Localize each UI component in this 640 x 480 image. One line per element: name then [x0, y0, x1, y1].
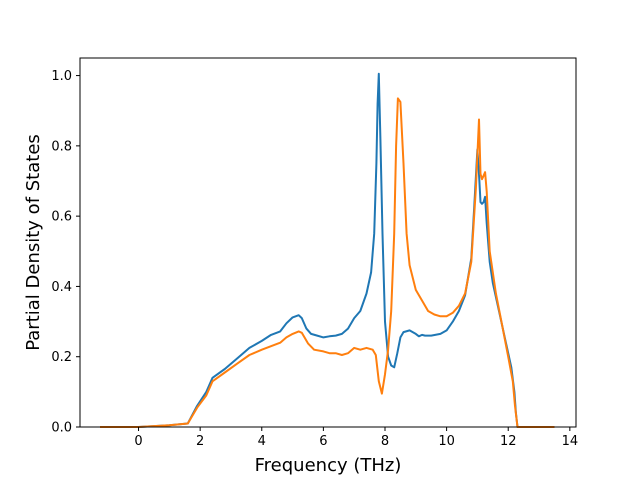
y-tick-label: 0.2	[51, 350, 72, 365]
x-tick-label: 0	[134, 434, 142, 449]
y-axis-label: Partial Density of States	[23, 134, 44, 351]
y-tick-label: 0.4	[51, 280, 72, 295]
x-axis-label: Frequency (THz)	[255, 455, 402, 476]
x-tick-label: 2	[196, 434, 204, 449]
plot-lines	[100, 72, 555, 428]
x-tick-label: 12	[500, 434, 517, 449]
series-line-1	[100, 72, 555, 428]
x-tick-label: 8	[381, 434, 389, 449]
x-tick-label: 10	[438, 434, 455, 449]
y-tick-label: 1.0	[51, 69, 72, 84]
x-tick-label: 6	[319, 434, 327, 449]
x-tick-label: 14	[562, 434, 579, 449]
y-tick-label: 0.0	[51, 421, 72, 436]
plot-frame	[79, 57, 577, 428]
x-tick-label: 4	[258, 434, 266, 449]
axis-ticks: 0 2 4 6 8 10 12 14 0.0 0.2 0.4 0.6 0.8 1.0	[51, 69, 578, 449]
series-line-2	[100, 97, 555, 428]
y-tick-label: 0.6	[51, 210, 72, 225]
y-tick-label: 0.8	[51, 139, 72, 154]
